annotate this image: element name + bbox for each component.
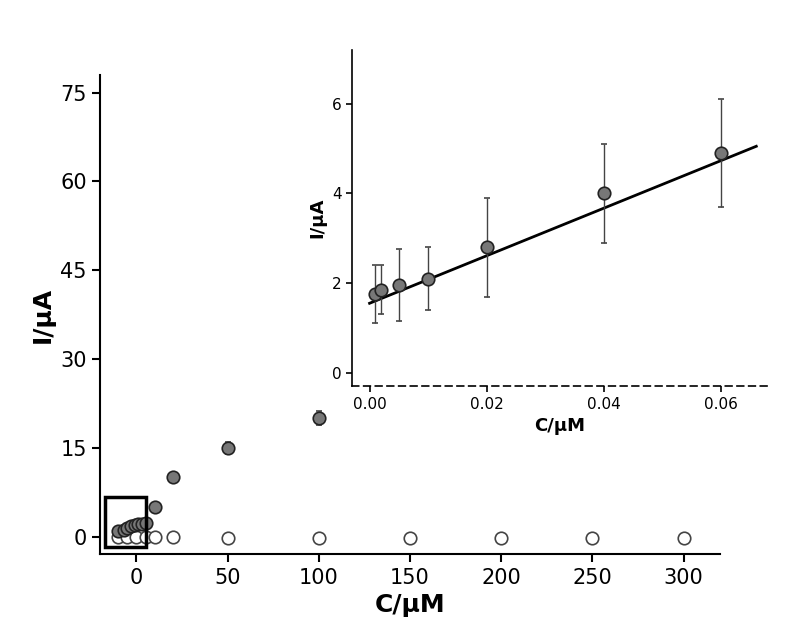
Y-axis label: I/μA: I/μA <box>30 287 54 343</box>
X-axis label: C/μM: C/μM <box>374 593 446 617</box>
Bar <box>106 497 146 548</box>
X-axis label: C/μM: C/μM <box>534 417 586 435</box>
Y-axis label: I/μA: I/μA <box>308 198 326 238</box>
